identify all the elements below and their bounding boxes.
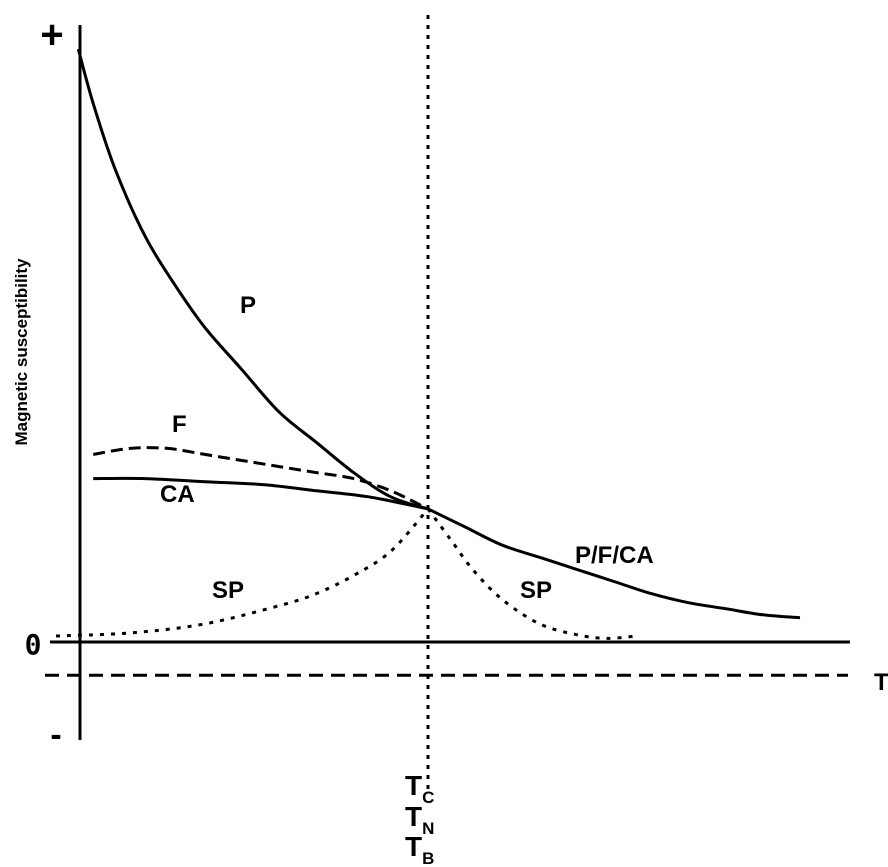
series-line-p-f-ca-5 <box>427 507 801 620</box>
curve-label-f: F <box>172 411 187 438</box>
series-layer <box>55 48 801 640</box>
label-tb: TB <box>405 831 434 867</box>
curve-label-ca: CA <box>160 481 195 508</box>
curve-label-pfca: P/F/CA <box>575 542 654 569</box>
series-line-sp-4 <box>426 508 637 640</box>
series-line-f-1 <box>92 446 429 511</box>
curve-label-p: P <box>240 292 256 319</box>
x-axis-label: T <box>874 669 888 696</box>
series-line-sp-3 <box>55 507 430 638</box>
y-axis-label: Magnetic susceptibility <box>12 258 31 446</box>
curve-label-sp-right: SP <box>520 577 552 604</box>
critical-temperature-labels: TC TN TB <box>405 770 434 867</box>
label-tn: TN <box>405 801 434 838</box>
y-tick-plus: + <box>40 13 63 57</box>
series-line-ca-2 <box>93 476 429 511</box>
y-tick-zero: 0 <box>25 628 42 661</box>
y-tick-minus: - <box>50 716 61 754</box>
series-line-p-0 <box>76 48 429 511</box>
curve-label-sp-left: SP <box>212 577 244 604</box>
label-tc: TC <box>405 770 434 807</box>
